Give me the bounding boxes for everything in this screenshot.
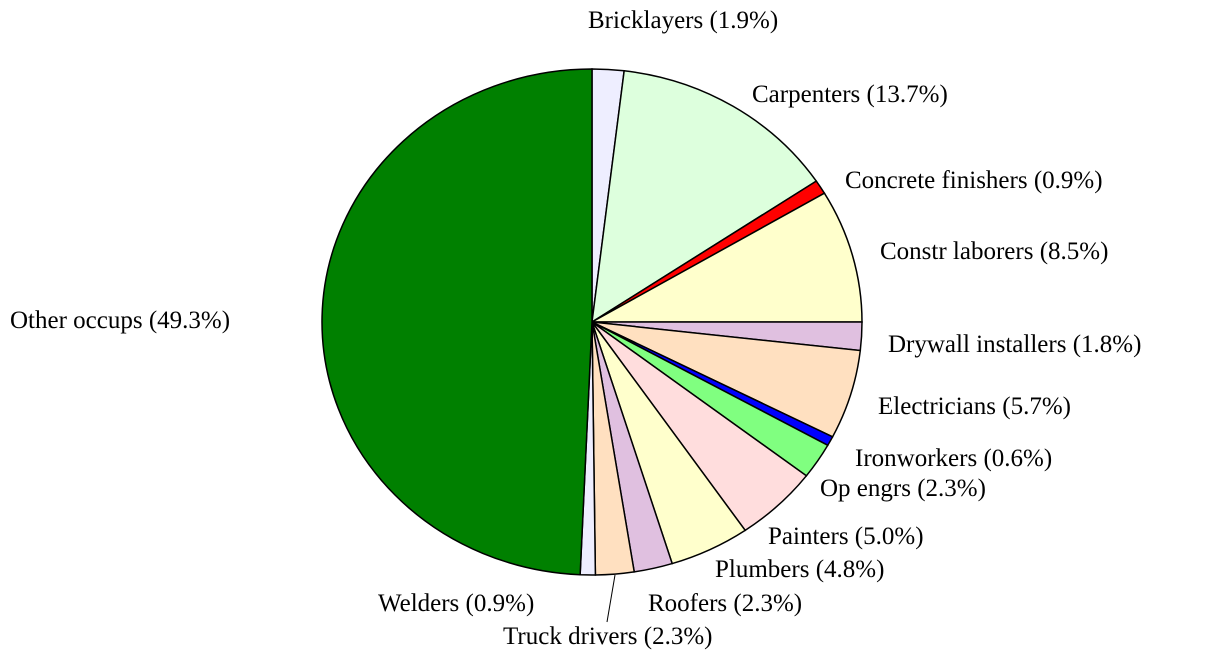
slice-label: Plumbers (4.8%) [715, 556, 884, 583]
value-label: (2.3%) [733, 590, 802, 617]
category-name: Roofers [648, 590, 727, 617]
value-label: (5.0%) [855, 523, 924, 550]
value-label: (8.5%) [1040, 238, 1109, 265]
value-label: (0.6%) [983, 445, 1052, 472]
category-name: Truck drivers [503, 623, 638, 650]
value-label: (0.9%) [466, 590, 535, 617]
value-label: (1.9%) [709, 7, 778, 34]
category-name: Constr laborers [880, 238, 1033, 265]
pie-slice [321, 68, 593, 576]
value-label: (1.8%) [1073, 331, 1142, 358]
category-name: Concrete finishers [845, 167, 1028, 194]
slice-label: Truck drivers (2.3%) [503, 623, 712, 650]
slice-label: Constr laborers (8.5%) [880, 238, 1108, 265]
value-label: (2.3%) [917, 475, 986, 502]
category-name: Electricians [878, 393, 996, 420]
slice-label: Op engrs (2.3%) [820, 475, 986, 502]
pie-slice [591, 69, 818, 324]
category-name: Plumbers [715, 556, 809, 583]
value-label: (49.3%) [149, 307, 230, 334]
value-label: (4.8%) [816, 556, 885, 583]
slice-label: Bricklayers (1.9%) [588, 7, 778, 34]
slice-label: Welders (0.9%) [378, 590, 534, 617]
slice-label: Concrete finishers (0.9%) [845, 167, 1103, 194]
category-name: Welders [378, 590, 459, 617]
value-label: (2.3%) [644, 623, 713, 650]
value-label: (13.7%) [867, 81, 948, 108]
category-name: Bricklayers [588, 7, 703, 34]
slice-label: Drywall installers (1.8%) [888, 331, 1141, 358]
value-label: (0.9%) [1034, 167, 1103, 194]
pie-slice [589, 192, 863, 323]
category-name: Ironworkers [855, 445, 977, 472]
slice-label: Roofers (2.3%) [648, 590, 802, 617]
category-name: Op engrs [820, 475, 911, 502]
slice-label: Painters (5.0%) [768, 523, 924, 550]
slice-label: Other occups (49.3%) [10, 307, 230, 334]
slice-label: Carpenters (13.7%) [752, 81, 948, 108]
category-name: Drywall installers [888, 331, 1066, 358]
category-name: Carpenters [752, 81, 860, 108]
slice-label: Ironworkers (0.6%) [855, 445, 1052, 472]
slice-label: Electricians (5.7%) [878, 393, 1071, 420]
leader-line [606, 574, 616, 623]
category-name: Painters [768, 523, 849, 550]
category-name: Other occups [10, 307, 143, 334]
value-label: (5.7%) [1002, 393, 1071, 420]
